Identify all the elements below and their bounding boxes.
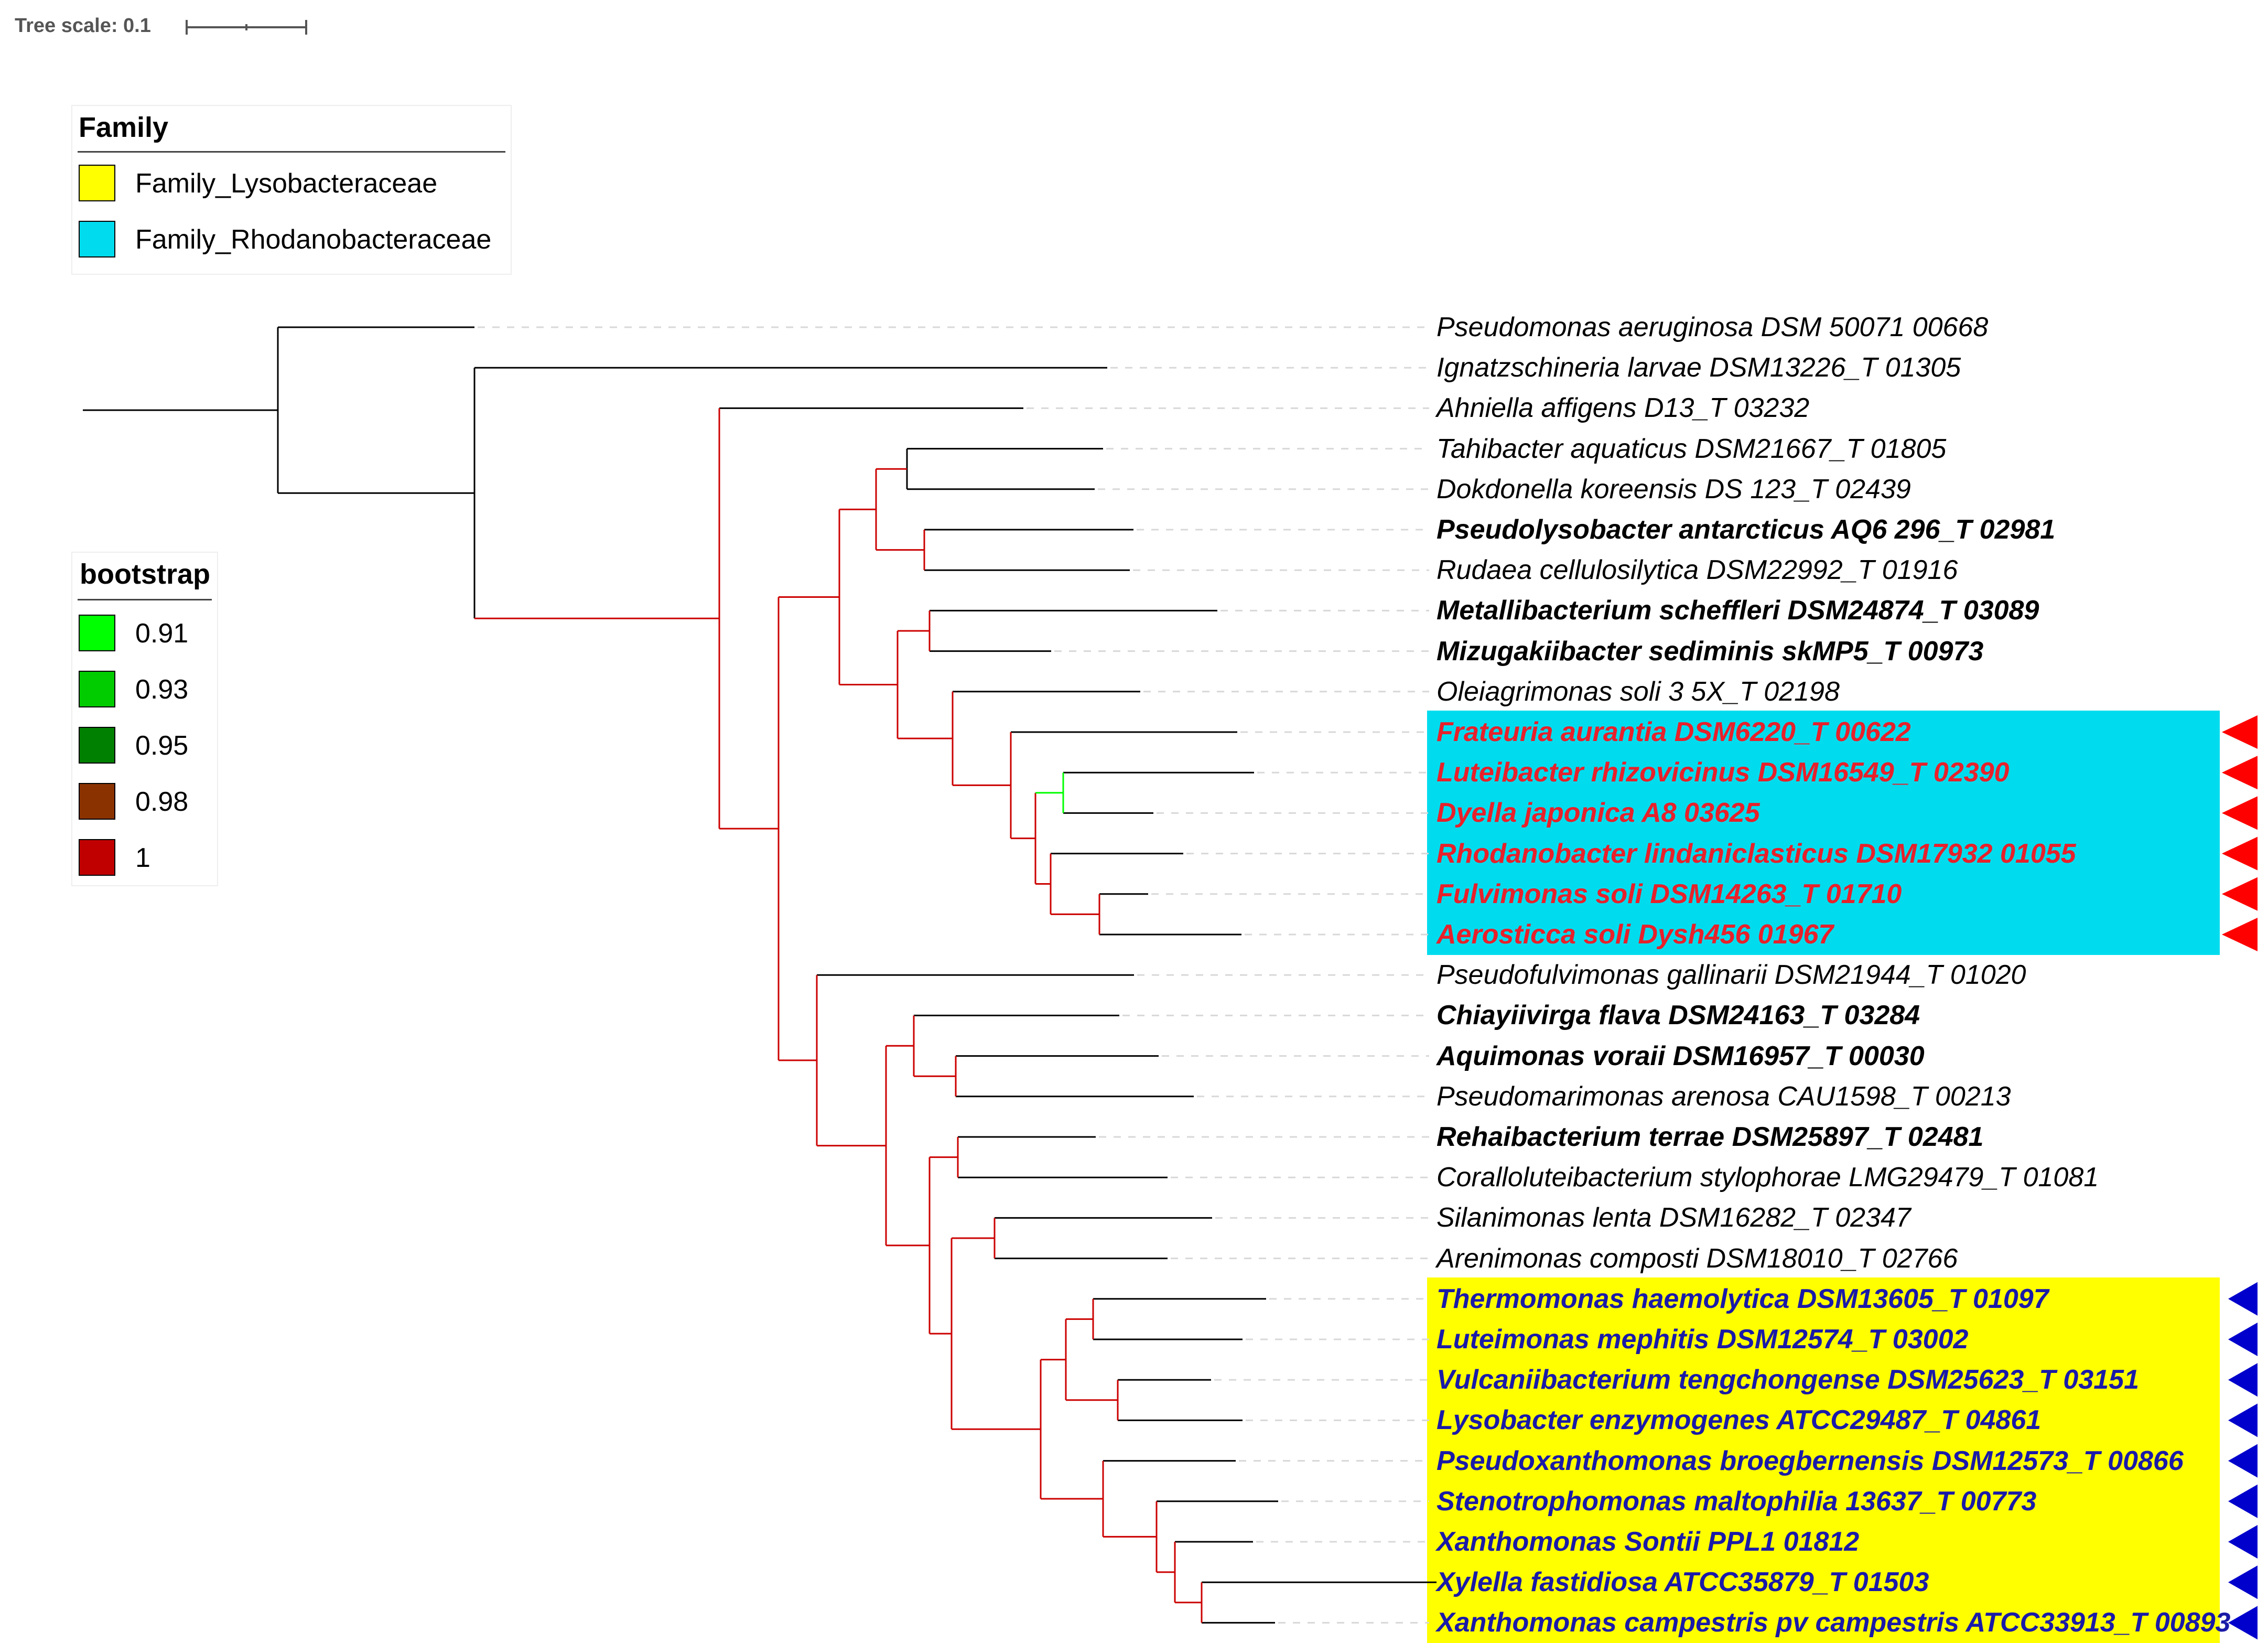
leaf-label: Xanthomonas campestris pv campestris ATC… (1437, 1607, 2231, 1638)
lysobacteraceae-marker-triangle (2228, 1525, 2258, 1559)
bootstrap-legend-swatch (79, 727, 115, 764)
family-legend-swatch (79, 221, 115, 257)
bootstrap-legend-entry: 0.98 (79, 783, 498, 821)
leaf-label: Vulcaniibacterium tengchongense DSM25623… (1437, 1365, 2140, 1395)
family-legend-rule (78, 151, 505, 153)
rhodanobacteraceae-highlight (1427, 711, 2220, 955)
leaf-label: Thermomonas haemolytica DSM13605_T 01097 (1437, 1283, 2049, 1314)
leaf-label: Stenotrophomonas maltophilia 13637_T 007… (1437, 1486, 2037, 1517)
leaf-label: Dokdonella koreensis DS 123_T 02439 (1437, 474, 1911, 504)
rhodanobacteraceae-marker-triangle (2222, 877, 2258, 911)
tree-scale-bar (186, 20, 307, 35)
bootstrap-legend-rule (78, 599, 212, 600)
leaf-label: Pseudomarimonas arenosa CAU1598_T 00213 (1437, 1081, 2011, 1112)
family-legend: Family Family_Lysobacteraceae Family_Rhod… (71, 105, 512, 275)
family-legend-swatch (79, 165, 115, 201)
leaf-label: Metallibacterium scheffleri DSM24874_T 0… (1437, 595, 2039, 626)
bootstrap-legend-label: 0.91 (135, 618, 189, 649)
family-legend-label: Family_Lysobacteraceae (135, 168, 438, 199)
bootstrap-legend-swatch (79, 615, 115, 651)
leaf-label: Luteimonas mephitis DSM12574_T 03002 (1437, 1324, 1969, 1355)
lysobacteraceae-marker-triangle (2228, 1606, 2258, 1640)
leaf-label: Frateuria aurantia DSM6220_T 00622 (1437, 717, 1911, 747)
bootstrap-legend-label: 0.98 (135, 787, 189, 817)
leaf-label: Aquimonas voraii DSM16957_T 00030 (1437, 1040, 1925, 1071)
bootstrap-legend-swatch (79, 671, 115, 707)
leaf-label: Silanimonas lenta DSM16282_T 02347 (1437, 1202, 1911, 1233)
bootstrap-legend-title: bootstrap (80, 559, 210, 590)
leaf-label: Rudaea cellulosilytica DSM22992_T 01916 (1437, 555, 1958, 586)
rhodanobacteraceae-marker-triangle (2222, 836, 2258, 871)
rhodanobacteraceae-marker-triangle (2222, 796, 2258, 830)
leaf-label: Fulvimonas soli DSM14263_T 01710 (1437, 878, 1902, 909)
leaf-label: Coralloluteibacterium stylophorae LMG294… (1437, 1162, 2099, 1193)
family-legend-title: Family (79, 112, 169, 143)
lysobacteraceae-marker-triangle (2228, 1323, 2258, 1356)
bootstrap-legend-label: 1 (135, 843, 150, 873)
family-legend-entry: Family_Lysobacteraceae (79, 165, 498, 202)
leaf-label: Oleiagrimonas soli 3 5X_T 02198 (1437, 676, 1840, 707)
lysobacteraceae-marker-triangle (2228, 1565, 2258, 1599)
leaf-label: Ignatzschineria larvae DSM13226_T 01305 (1437, 352, 1961, 383)
leaf-label: Rhodanobacter lindaniclasticus DSM17932 … (1437, 838, 2076, 869)
rhodanobacteraceae-marker-triangle (2222, 756, 2258, 790)
rhodanobacteraceae-marker-triangle (2222, 918, 2258, 951)
lysobacteraceae-marker-triangle (2228, 1444, 2258, 1478)
leaf-label: Luteibacter rhizovicinus DSM16549_T 0239… (1437, 757, 2010, 788)
leaf-label: Pseudofulvimonas gallinarii DSM21944_T 0… (1437, 960, 2026, 991)
bootstrap-legend: bootstrap 0.91 0.93 0.95 0.98 1 (71, 552, 218, 886)
leaf-label: Tahibacter aquaticus DSM21667_T 01805 (1437, 433, 1947, 464)
leaf-label: Pseudolysobacter antarcticus AQ6 296_T 0… (1437, 514, 2056, 545)
leaf-label: Lysobacter enzymogenes ATCC29487_T 04861 (1437, 1405, 2042, 1436)
lysobacteraceae-marker-triangle (2228, 1403, 2258, 1437)
lysobacteraceae-marker-triangle (2228, 1282, 2258, 1316)
lysobacteraceae-marker-triangle (2228, 1484, 2258, 1518)
bootstrap-legend-swatch (79, 839, 115, 876)
leaf-label: Pseudoxanthomonas broegbernensis DSM1257… (1437, 1445, 2184, 1476)
lysobacteraceae-marker-triangle (2228, 1363, 2258, 1397)
leaf-label: Xanthomonas Sontii PPL1 01812 (1437, 1527, 1860, 1557)
bootstrap-legend-entry: 1 (79, 839, 498, 877)
bootstrap-legend-label: 0.95 (135, 731, 189, 761)
leaf-label: Xylella fastidiosa ATCC35879_T 01503 (1437, 1567, 1929, 1598)
bootstrap-legend-entry: 0.91 (79, 615, 498, 652)
bootstrap-legend-entry: 0.93 (79, 671, 498, 708)
rhodanobacteraceae-marker-triangle (2222, 715, 2258, 749)
leaf-label: Chiayiivirga flava DSM24163_T 03284 (1437, 1000, 1920, 1031)
bootstrap-legend-label: 0.93 (135, 674, 189, 705)
leaf-label: Pseudomonas aeruginosa DSM 50071 00668 (1437, 312, 1989, 342)
leaf-label: Aerosticca soli Dysh456 01967 (1437, 919, 1834, 950)
family-legend-entry: Family_Rhodanobacteraceae (79, 221, 498, 259)
lysobacteraceae-highlight (1427, 1277, 2220, 1643)
leaf-label: Rehaibacterium terrae DSM25897_T 02481 (1437, 1122, 1984, 1152)
leaf-label: Mizugakiibacter sediminis skMP5_T 00973 (1437, 636, 1984, 667)
tree-scale-label: Tree scale: 0.1 (15, 15, 151, 37)
bootstrap-legend-entry: 0.95 (79, 727, 498, 765)
leaf-label: Arenimonas composti DSM18010_T 02766 (1437, 1243, 1958, 1274)
bootstrap-legend-swatch (79, 783, 115, 820)
leaf-label: Dyella japonica A8 03625 (1437, 798, 1760, 829)
family-legend-label: Family_Rhodanobacteraceae (135, 224, 492, 255)
leaf-label: Ahniella affigens D13_T 03232 (1437, 393, 1810, 424)
